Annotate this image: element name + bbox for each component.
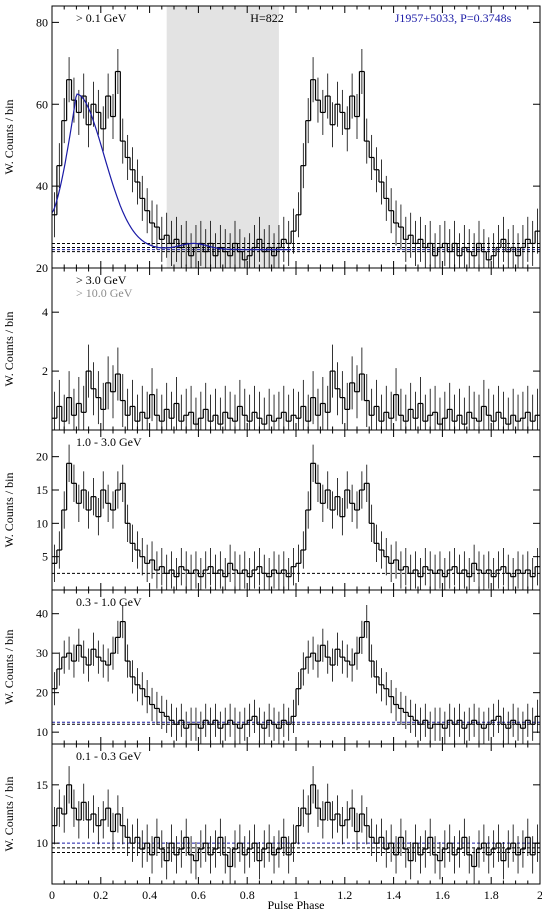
- x-tick-label: 1.4: [386, 888, 401, 902]
- y-axis-label: W. Counts / bin: [2, 100, 16, 175]
- x-tick-label: 1: [293, 888, 299, 902]
- y-tick-label: 4: [42, 305, 48, 319]
- y-tick-label: 80: [36, 15, 48, 29]
- source-label: J1957+5033, P=0.3748s: [395, 11, 512, 25]
- x-tick-label: 1.6: [435, 888, 450, 902]
- energy-range-label: > 0.1 GeV: [76, 11, 127, 25]
- y-tick-label: 5: [42, 550, 48, 564]
- x-tick-label: 0: [49, 888, 55, 902]
- y-tick-label: 20: [36, 261, 48, 275]
- y-tick-label: 40: [36, 179, 48, 193]
- fit-curve: [52, 93, 292, 251]
- y-axis-label: W. Counts / bin: [2, 630, 16, 705]
- y-tick-label: 2: [42, 364, 48, 378]
- y-axis-label: W. Counts / bin: [2, 473, 16, 548]
- x-axis-label: Pulse Phase: [268, 898, 325, 912]
- y-tick-label: 40: [36, 607, 48, 621]
- panel-frame: [51, 589, 541, 745]
- y-tick-label: 10: [36, 836, 48, 850]
- y-axis-label: W. Counts / bin: [2, 777, 16, 852]
- y-tick-label: 60: [36, 97, 48, 111]
- x-tick-label: 1.2: [337, 888, 352, 902]
- histogram-group: [52, 605, 540, 744]
- y-tick-label: 15: [36, 778, 48, 792]
- energy-range-label: 0.3 - 1.0 GeV: [76, 595, 142, 609]
- secondary-energy-label: > 10.0 GeV: [76, 286, 133, 300]
- histogram-group: [52, 344, 540, 430]
- histogram-group: [52, 766, 540, 884]
- energy-range-label: 1.0 - 3.0 GeV: [76, 435, 142, 449]
- y-tick-label: 20: [36, 686, 48, 700]
- y-tick-label: 30: [36, 646, 48, 660]
- x-tick-label: 0.6: [191, 888, 206, 902]
- x-tick-label: 0.4: [142, 888, 157, 902]
- histogram-group: [52, 48, 540, 268]
- panel-high: 2 4 W. Counts / bin > 3.0 GeV> 10.0 GeV: [2, 267, 541, 431]
- y-axis-label: W. Counts / bin: [2, 312, 16, 387]
- panel-top: 20 40 60 80 W. Counts / bin > 0.1 GeV H=822 J19…: [2, 5, 541, 275]
- energy-range-label: 0.1 - 0.3 GeV: [76, 749, 142, 763]
- y-tick-label: 15: [36, 483, 48, 497]
- x-tick-label: 1.8: [484, 888, 499, 902]
- energy-range-label: > 3.0 GeV: [76, 273, 127, 287]
- panel-frame: [51, 743, 541, 885]
- y-tick-label: 10: [36, 725, 48, 739]
- y-tick-label: 10: [36, 516, 48, 530]
- y-tick-label: 20: [36, 450, 48, 464]
- x-tick-label: 0.2: [93, 888, 108, 902]
- panel-mid-high: 5 10 15 20 W. Counts / bin 1.0 - 3.0 GeV: [2, 429, 541, 591]
- x-tick-label: 0.8: [240, 888, 255, 902]
- x-tick-label: 2: [537, 888, 542, 902]
- offpulse-region: [166, 6, 279, 268]
- h-test-label: H=822: [250, 11, 283, 25]
- panel-mid-low: 10 20 30 40 W. Counts / bin 0.3 - 1.0 GeV: [2, 589, 541, 745]
- histogram-group: [52, 444, 540, 590]
- panel-low: 10 15 W. Counts / bin 0.1 - 0.3 GeV: [2, 743, 541, 885]
